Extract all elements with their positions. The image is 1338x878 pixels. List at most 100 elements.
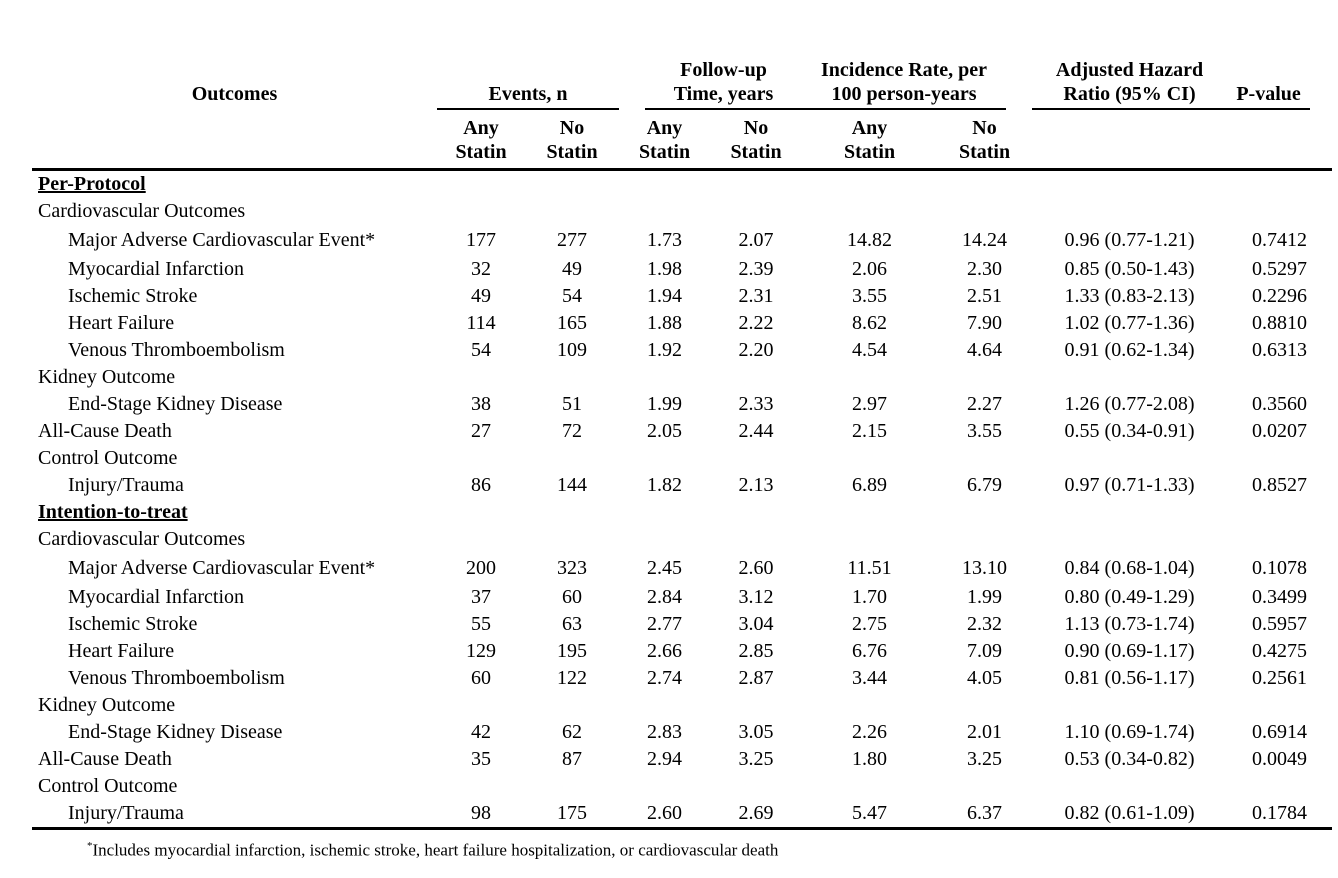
data-row: All-Cause Death 35 87 2.94 3.25 1.80 3.25 0.53 … [32,746,1332,773]
outcomes-table-body: Per-Protocol Cardiovascular Outcomes Major… [32,170,1333,830]
cell-adjusted-hazard-ratio: 0.91 (0.62-1.34) [1064,339,1195,361]
cell-events-no-statin: 72 [562,420,582,442]
data-row: Heart Failure 129 195 2.66 2.85 6.76 7.09 0.90 … [32,638,1332,665]
cell-adjusted-hazard-ratio: 0.96 (0.77-1.21) [1064,229,1195,251]
cell-incidence-no-statin: 7.09 [967,640,1003,662]
events-group-label: Events, n [437,82,619,110]
cell-followup-any-statin: 2.74 [647,667,682,689]
cell-incidence-any-statin: 2.26 [852,721,888,743]
cell-events-any-statin: 32 [471,258,491,280]
cell-incidence-any-statin: 3.55 [852,285,888,307]
cell-incidence-no-statin: 2.30 [967,258,1003,280]
cell-incidence-no-statin: 14.24 [962,229,1008,251]
empty-cells [437,445,1332,472]
cell-followup-any-statin: 2.94 [647,748,682,770]
cell-incidence-no-statin: 4.05 [967,667,1003,689]
table-footnote: *Includes myocardial infarction, ischemi… [32,830,1338,862]
incidence-label-line1: Incidence Rate, per [820,59,988,81]
cell-p-value: 0.3560 [1252,393,1308,415]
pvalue-header-label: P-value [1227,82,1311,110]
cell-adjusted-hazard-ratio: 0.82 (0.61-1.09) [1032,800,1228,830]
data-row: End-Stage Kidney Disease 42 62 2.83 3.05 2.26… [32,719,1332,746]
cell-incidence-any-statin: 14.82 [847,229,893,251]
cell-events-any-statin: 177 [466,229,496,251]
cell-events-any-statin: 38 [471,393,491,415]
cell-followup-any-statin: 1.73 [647,229,682,251]
incidence-any-statin-header: Any Statin [802,110,938,171]
followup-label-line2: Time, years [673,83,774,105]
row-label: End-Stage Kidney Disease [68,721,283,743]
category-row: Kidney Outcome [32,692,1332,719]
cell-incidence-no-statin: 3.25 [967,748,1003,770]
row-label: Heart Failure [68,640,175,662]
cell-events-any-statin: 55 [471,613,491,635]
cell-events-no-statin: 49 [562,258,582,280]
footnote-text: Includes myocardial infarction, ischemic… [92,840,779,860]
cell-adjusted-hazard-ratio: 0.90 (0.69-1.17) [1064,640,1195,662]
cell-incidence-any-statin: 6.89 [852,474,888,496]
cell-incidence-any-statin: 5.47 [802,800,938,830]
cell-events-no-statin: 60 [562,586,582,608]
cell-followup-any-statin: 2.60 [619,800,710,830]
cell-events-any-statin: 37 [471,586,491,608]
cell-followup-any-statin: 2.77 [647,613,682,635]
cell-events-no-statin: 122 [557,667,587,689]
data-row: Major Adverse Cardiovascular Event* 177 27… [32,225,1332,256]
incidence-group-header: Incidence Rate, per 100 person-years [802,58,1032,110]
cell-incidence-no-statin: 2.27 [967,393,1003,415]
cell-adjusted-hazard-ratio: 0.55 (0.34-0.91) [1064,420,1195,442]
cell-p-value: 0.3499 [1252,586,1308,608]
cell-adjusted-hazard-ratio: 1.10 (0.69-1.74) [1064,721,1195,743]
row-label: Major Adverse Cardiovascular Event* [68,557,376,579]
cell-events-any-statin: 86 [471,474,491,496]
data-row: All-Cause Death 27 72 2.05 2.44 2.15 3.55 0.55 … [32,418,1332,445]
cell-followup-no-statin: 2.69 [710,800,803,830]
cell-events-any-statin: 200 [466,557,496,579]
cell-incidence-no-statin: 7.90 [967,312,1003,334]
events-no-statin-header: No Statin [525,110,619,171]
cell-incidence-no-statin: 4.64 [967,339,1003,361]
cell-followup-no-statin: 3.04 [738,613,774,635]
cell-followup-no-statin: 2.39 [738,258,774,280]
cell-events-no-statin: 87 [562,748,582,770]
cell-followup-no-statin: 3.25 [738,748,774,770]
data-row: Venous Thromboembolism 60 122 2.74 2.87 3.44 4… [32,665,1332,692]
cell-incidence-any-statin: 1.70 [852,586,888,608]
data-row: Ischemic Stroke 55 63 2.77 3.04 2.75 2.32 1.13 … [32,611,1332,638]
cell-events-any-statin: 35 [471,748,491,770]
category-row: Cardiovascular Outcomes [32,526,1332,553]
row-label: Heart Failure [68,312,175,334]
row-label: Per-Protocol [38,173,146,195]
cell-incidence-no-statin: 13.10 [962,557,1008,579]
cell-incidence-no-statin: 1.99 [967,586,1003,608]
cell-events-any-statin: 27 [471,420,491,442]
data-row: Myocardial Infarction 32 49 1.98 2.39 2.06 2.3… [32,256,1332,283]
sub-header-spacer [32,110,437,171]
row-label: Venous Thromboembolism [68,667,285,689]
sub-header-row: Any Statin No Statin Any Statin No Statin An… [32,110,1333,171]
cell-events-no-statin: 175 [525,800,619,830]
events-any-statin-header: Any Statin [437,110,525,171]
cell-events-no-statin: 63 [562,613,582,635]
row-label: Major Adverse Cardiovascular Event* [68,229,376,251]
cell-p-value: 0.5957 [1252,613,1308,635]
data-row: Heart Failure 114 165 1.88 2.22 8.62 7.90 1.02 … [32,310,1332,337]
group-header-row: Outcomes Events, n Follow-up Time, years… [32,58,1332,110]
cell-events-no-statin: 195 [557,640,587,662]
cell-adjusted-hazard-ratio: 1.33 (0.83-2.13) [1064,285,1195,307]
cell-incidence-no-statin: 6.79 [967,474,1003,496]
hazard-ratio-label-line1: Adjusted Hazard [1055,59,1204,81]
cell-incidence-no-statin: 6.37 [937,800,1033,830]
cell-incidence-any-statin: 3.44 [852,667,888,689]
table-header: Outcomes Events, n Follow-up Time, years… [32,58,1333,171]
cell-events-any-statin: 129 [466,640,496,662]
pvalue-column-header: P-value [1227,58,1332,110]
row-label: Injury/Trauma [68,474,184,496]
outcomes-table: Outcomes Events, n Follow-up Time, years… [32,58,1333,830]
row-label: All-Cause Death [38,420,172,442]
cell-events-any-statin: 42 [471,721,491,743]
data-row: Injury/Trauma 98 175 2.60 2.69 5.47 6.37 0.82 (… [32,800,1333,830]
cell-p-value: 0.6313 [1252,339,1308,361]
cell-followup-any-statin: 2.84 [647,586,682,608]
cell-p-value: 0.2561 [1252,667,1308,689]
